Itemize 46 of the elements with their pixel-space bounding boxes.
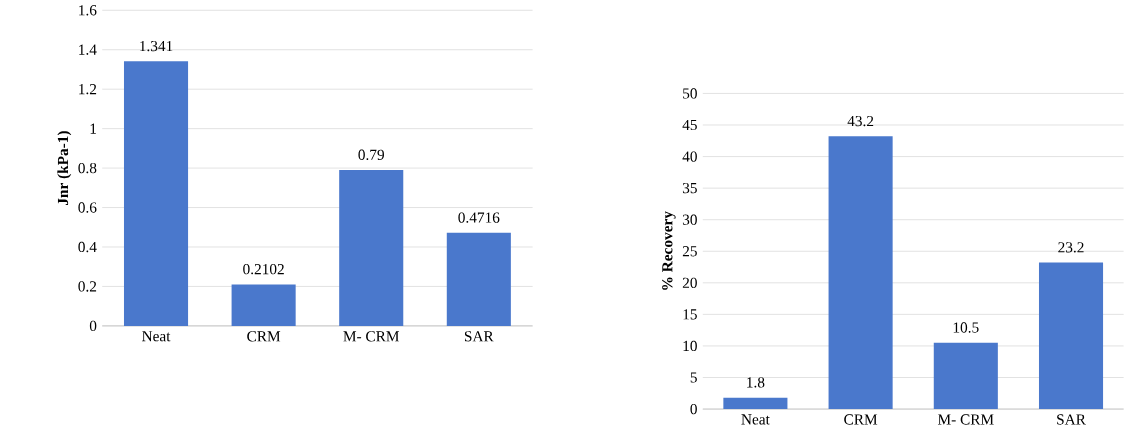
y-tick-label: 35	[682, 182, 697, 194]
y-tick-label: 1	[90, 123, 97, 134]
bar	[828, 136, 893, 409]
data-label: 43.2	[847, 115, 874, 127]
y-tick-label: 0.2	[78, 281, 97, 292]
bar	[231, 284, 296, 326]
x-tick-label: CRM	[844, 414, 878, 425]
y-tick-label: 0	[89, 320, 97, 331]
data-label: 1.8	[747, 377, 765, 388]
y-tick-label: 5	[690, 372, 697, 383]
data-label: 0.79	[358, 149, 384, 160]
y-tick-label: 0.4	[78, 241, 97, 253]
x-tick-label: Neat	[142, 331, 171, 342]
y-axis-title: Jnr (kPa-1)	[57, 131, 72, 205]
y-tick-label: 45	[682, 119, 697, 131]
y-axis-title: % Recovery	[662, 211, 676, 290]
y-tick-label: 1.2	[79, 83, 97, 95]
bar	[446, 232, 511, 326]
y-tick-label: 30	[682, 214, 697, 225]
bar	[933, 342, 998, 409]
x-tick-label: M- CRM	[937, 414, 994, 425]
y-tick-label: 50	[683, 88, 697, 99]
x-tick-label: Neat	[741, 414, 770, 425]
data-label: 0.2102	[243, 263, 284, 275]
y-tick-label: 1.6	[79, 5, 97, 16]
y-tick-label: 0.8	[78, 162, 97, 174]
data-label: 10.5	[953, 322, 979, 333]
data-label: 0.4716	[458, 212, 500, 223]
y-tick-label: 10	[683, 340, 697, 352]
y-tick-label: 20	[682, 277, 697, 288]
y-tick-label: 0	[690, 403, 697, 415]
x-tick-label: CRM	[247, 331, 281, 342]
data-label: 23.2	[1058, 242, 1084, 253]
y-tick-label: 1.4	[79, 44, 97, 55]
bar	[339, 169, 404, 326]
data-label: 1.341	[140, 40, 173, 52]
bar	[123, 61, 189, 326]
y-tick-label: 15	[683, 309, 697, 320]
bar	[1038, 262, 1104, 409]
bar	[723, 397, 788, 409]
y-tick-label: 0.6	[78, 202, 97, 213]
x-tick-label: M- CRM	[343, 331, 400, 342]
x-tick-label: SAR	[1057, 414, 1086, 425]
y-tick-label: 40	[682, 151, 697, 162]
y-tick-label: 25	[682, 246, 697, 257]
x-tick-label: SAR	[464, 331, 494, 342]
